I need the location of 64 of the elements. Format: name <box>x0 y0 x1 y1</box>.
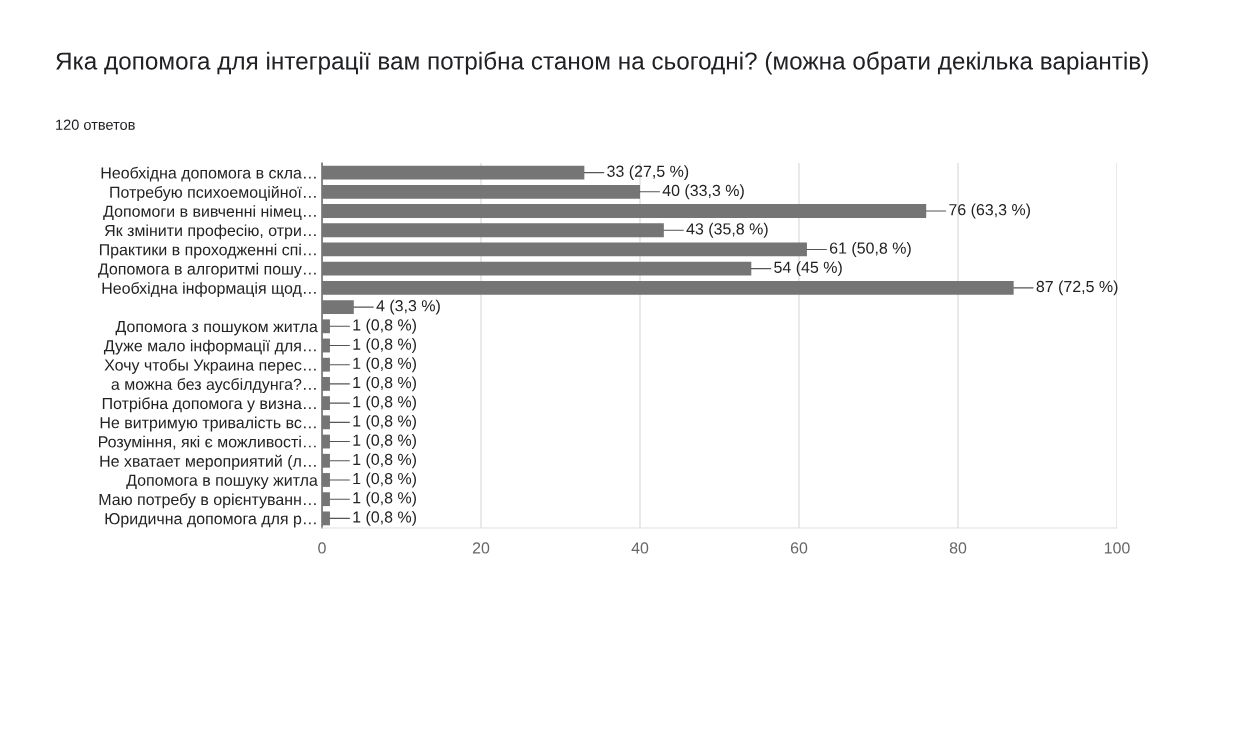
data-label: 1 (0,8 %) <box>353 414 416 430</box>
y-tick-label: Потрібна допомога у визна… <box>102 397 316 413</box>
bar <box>322 396 330 411</box>
data-label: 43 (35,8 %) <box>686 222 768 238</box>
y-tick-label: Юридична допомога для р… <box>105 513 316 528</box>
x-tick-label: 60 <box>790 542 808 554</box>
y-tick-label: Практики в проходженні спі… <box>99 243 316 259</box>
y-tick-label: Допомога в алгоритмі пошу… <box>98 262 316 278</box>
bar <box>322 280 1014 295</box>
data-label: 87 (72,5 %) <box>1036 280 1118 296</box>
bar <box>322 319 330 334</box>
data-label: 76 (63,3 %) <box>949 203 1030 219</box>
y-tick-label: Необхідна інформація щод… <box>102 282 316 298</box>
bar <box>322 242 807 257</box>
data-label: 40 (33,3 %) <box>662 184 744 200</box>
data-label: 54 (45 %) <box>774 261 842 277</box>
data-label: 61 (50,8 %) <box>829 242 911 257</box>
bar <box>322 357 330 372</box>
data-label: 1 (0,8 %) <box>353 318 416 334</box>
x-tick-label: 100 <box>1104 542 1130 554</box>
y-tick-label: Допомога в пошуку житла <box>126 474 318 490</box>
bar <box>322 415 330 430</box>
data-label: 1 (0,8 %) <box>353 376 416 392</box>
y-tick-label: Потребую психоемоційної… <box>110 185 316 202</box>
data-label: 4 (3,3 %) <box>376 299 440 315</box>
y-tick-label: Розуміння, які є можливості… <box>99 435 316 451</box>
y-tick-label: Хочу чтобы Украина перес… <box>104 358 316 374</box>
data-label: 1 (0,8 %) <box>353 357 416 373</box>
data-label: 1 (0,8 %) <box>353 453 416 469</box>
bar <box>322 434 330 449</box>
bar <box>322 473 330 487</box>
x-tick-label: 80 <box>949 542 967 554</box>
y-tick-label: Дуже мало інформації для… <box>103 339 316 355</box>
text: 120 ответов <box>56 119 135 130</box>
y-tick-label: Допомога з пошуком житла <box>115 321 318 336</box>
y-tick-label: Як змінити професію, отри… <box>104 224 316 240</box>
data-label: 1 (0,8 %) <box>353 510 416 526</box>
y-tick-label: Допомоги в вивченні німец… <box>103 205 316 220</box>
y-tick-label: Не витримую тривалість вс… <box>100 416 316 432</box>
bar <box>322 377 330 391</box>
bar <box>322 453 330 468</box>
y-tick-label: Маю потребу в орієнтуванн… <box>99 493 316 509</box>
x-tick-label: 20 <box>472 542 490 554</box>
bar <box>322 511 330 526</box>
y-tick-label: Необхідна допомога в скла… <box>101 166 316 182</box>
x-tick-label: 0 <box>318 542 326 554</box>
data-label: 33 (27,5 %) <box>607 165 689 181</box>
x-tick-label: 40 <box>631 542 649 554</box>
bar <box>322 223 664 238</box>
data-label: 1 (0,8 %) <box>353 395 416 411</box>
chart-title: Яка допомога для інтеграції вам потрібна станом на сьогодні? (можна обрати декілька варіантів) <box>56 51 1148 75</box>
bar <box>322 300 354 314</box>
data-label: 1 (0,8 %) <box>353 434 416 449</box>
bar <box>322 338 330 353</box>
bar <box>322 184 640 199</box>
data-label: 1 (0,8 %) <box>353 472 416 488</box>
data-label: 1 (0,8 %) <box>353 491 416 507</box>
y-tick-label: Не хватает мероприятий (л… <box>100 454 316 470</box>
bar <box>322 261 752 276</box>
bar <box>322 165 585 180</box>
bar <box>322 204 927 218</box>
y-tick-label: а можна без аусбілдунга?… <box>111 378 316 394</box>
data-label: 1 (0,8 %) <box>353 338 416 353</box>
bar <box>322 492 330 507</box>
